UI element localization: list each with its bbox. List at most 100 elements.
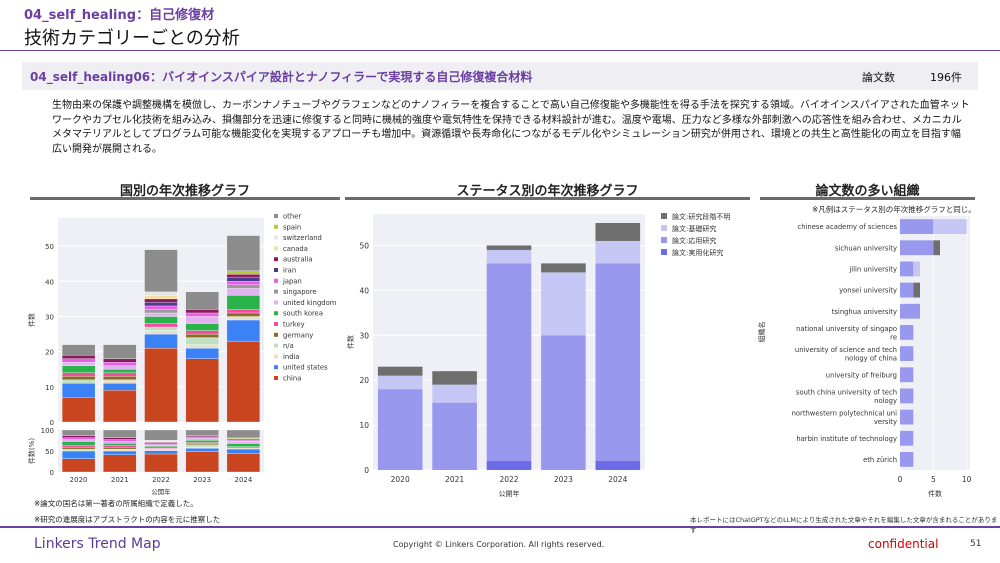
bar-segment-india	[144, 330, 178, 335]
bar-segment-japan	[144, 305, 178, 310]
legend-swatch-spain	[274, 224, 278, 229]
bar-segment-turkey	[144, 323, 178, 328]
legend-swatch-india	[274, 354, 278, 359]
bar-segment-united-kingdom	[144, 312, 178, 317]
bar-segment-australia	[144, 298, 178, 303]
percent-segment-japan	[61, 437, 96, 440]
percent-segment-germany	[61, 447, 96, 450]
bar-segment-india	[185, 344, 219, 349]
legend-label-status-unknown: 論文:研究段階不明	[672, 212, 730, 221]
percent-segment-united-states	[144, 450, 178, 455]
y-tick-label-line: eth zürich	[863, 456, 897, 464]
bar-segment-united-states	[61, 383, 96, 398]
bar-segment-germany	[185, 333, 219, 338]
percent-segment-china	[226, 453, 261, 473]
bar-segment-iran	[226, 277, 261, 282]
y-tick-label-line: versity	[874, 418, 897, 426]
confidential-label: confidential	[868, 537, 939, 551]
bar-segment-status-basic	[432, 384, 477, 403]
percent-segment-united-kingdom	[103, 441, 137, 444]
bar-segment-other	[144, 249, 178, 293]
percent-segment-united-kingdom	[61, 439, 96, 442]
bar-segment-united-kingdom	[185, 316, 219, 324]
bar-segment-status-applied	[900, 346, 914, 361]
bar-segment-australia	[103, 358, 137, 363]
status-section-line	[345, 197, 750, 200]
legend-swatch-japan	[274, 278, 278, 283]
percent-segment-united-kingdom	[226, 441, 261, 444]
topic-title: 04_self_healing06：バイオインスパイア設計とナノフィラーで実現す…	[30, 70, 533, 84]
brand-logo: Linkers Trend Map	[34, 536, 161, 552]
bar-segment-status-applied	[595, 263, 641, 462]
legend-swatch-switzerland	[274, 235, 278, 240]
bar-segment-japan	[185, 312, 219, 317]
percent-segment-other	[61, 429, 96, 436]
topic-bar: 04_self_healing06：バイオインスパイア設計とナノフィラーで実現す…	[22, 62, 978, 90]
percent-segment-united-kingdom	[185, 437, 219, 441]
percent-segment-other	[226, 429, 261, 439]
percent-y-tick-label: 50	[45, 448, 54, 456]
bar-segment-singapore	[226, 284, 261, 289]
status-chart: 0 10 20 30 40 50 件数 2020 2021 2022 2023 2024 公開年 論文:研…	[346, 212, 730, 498]
legend-swatch-iran	[274, 268, 278, 272]
y-tick-label-line: national university of singapo	[796, 325, 897, 333]
bar-segment-united-states	[103, 383, 137, 391]
page-number: 51	[970, 539, 982, 549]
bar-segment-status-applied	[900, 409, 914, 425]
percent-segment-australia	[103, 437, 137, 440]
bar-segment-status-basic	[933, 219, 967, 234]
bar-segment-china	[103, 390, 137, 423]
bar-segment-china	[185, 358, 219, 423]
y-tick-label: chinese academy of sciences	[797, 223, 897, 231]
legend-label-japan: japan	[282, 277, 302, 285]
legend-swatch-singapore	[274, 289, 278, 294]
percent-segment-other	[144, 429, 178, 441]
bar-segment-china	[144, 347, 178, 423]
legend-label-australia: australia	[283, 256, 313, 264]
x-axis-label: 公開年	[151, 487, 171, 496]
bar-segment-n-a	[61, 379, 96, 384]
topic-description: 生物由来の保護や調整機構を模倣し、カーボンナノチューブやグラフェンなどのナノフィ…	[52, 100, 970, 155]
page-title: 技術カテゴリーごとの分析	[24, 28, 240, 49]
header-divider	[0, 50, 1000, 51]
x-tick-label: 2021	[445, 475, 464, 484]
legend-swatch-status-practical	[661, 249, 667, 255]
country-section-line	[30, 197, 340, 200]
status-section-title: ステータス別の年次推移グラフ	[456, 184, 639, 199]
percent-segment-south-korea	[103, 443, 137, 446]
x-tick-label: 2023	[193, 476, 211, 484]
y-tick-label: university of science and tech nology of …	[795, 346, 897, 363]
bar-segment-status-applied	[900, 388, 914, 404]
status-definition-note: ※研究の進展度はアブストラクトの内容を元に推察した	[34, 515, 221, 524]
bar-segment-status-applied	[432, 402, 477, 470]
y-tick-label: national university of singapo re	[796, 325, 897, 342]
legend-label-switzerland: switzerland	[283, 234, 322, 242]
bar-segment-status-unknown	[541, 263, 586, 273]
paper-count-label: 論文数	[862, 71, 895, 84]
percent-segment-turkey	[61, 445, 96, 448]
y-tick-label-line: nology of china	[845, 355, 897, 363]
percent-y-tick-label: 0	[50, 469, 54, 477]
y-tick-label: 30	[45, 313, 54, 321]
legend-swatch-status-applied	[661, 237, 667, 243]
percent-segment-south-korea	[185, 440, 219, 443]
bar-segment-germany	[61, 376, 96, 380]
y-tick-label: 30	[359, 331, 369, 340]
bar-segment-status-applied	[541, 335, 586, 470]
percent-segment-china	[185, 451, 219, 473]
bar-segment-n-a	[144, 326, 178, 331]
bar-segment-status-applied	[900, 303, 920, 319]
bar-segment-other	[61, 344, 96, 356]
percent-segment-germany	[185, 443, 219, 445]
bar-segment-other	[103, 344, 137, 359]
y-tick-label-line: university of freiburg	[826, 371, 897, 379]
bar-segment-n-a	[185, 337, 219, 345]
bar-segment-australia	[61, 355, 96, 359]
y-tick-label: 50	[45, 243, 54, 251]
y-tick-label: 0	[50, 419, 54, 427]
bar-segment-status-unknown	[913, 282, 920, 298]
y-tick-label: university of freiburg	[826, 371, 897, 379]
y-axis-label: 件数	[28, 313, 36, 327]
legend-label-status-practical: 論文:実用化研究	[672, 248, 723, 257]
bar-segment-germany	[226, 312, 261, 317]
